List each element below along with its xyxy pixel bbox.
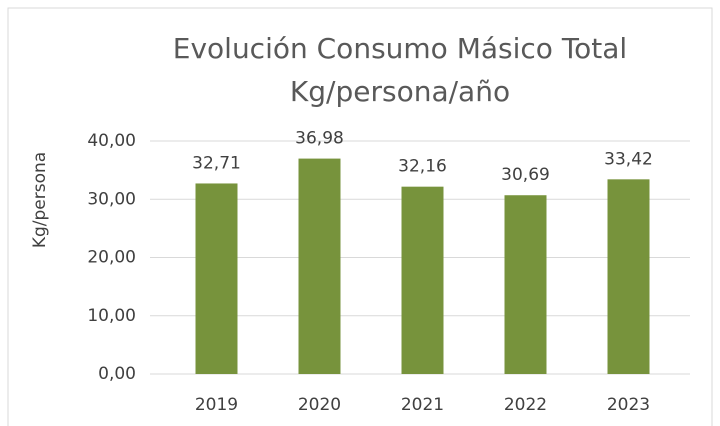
data-label: 32,16	[398, 157, 447, 177]
x-tick-label: 2020	[298, 395, 341, 415]
y-tick-label: 0,00	[98, 364, 136, 384]
data-label: 32,71	[192, 153, 241, 173]
x-tick-label: 2022	[504, 395, 547, 415]
bar	[195, 183, 238, 374]
bar	[504, 195, 547, 374]
y-tick-label: 10,00	[87, 306, 136, 326]
y-tick-label: 20,00	[87, 248, 136, 268]
data-label: 33,42	[604, 149, 653, 169]
bar	[401, 186, 444, 374]
y-tick-label: 40,00	[87, 131, 136, 151]
data-label: 30,69	[501, 165, 550, 185]
y-axis-label: Kg/persona	[30, 152, 50, 248]
chart-border	[7, 7, 713, 426]
y-tick-label: 30,00	[87, 189, 136, 209]
data-label: 36,98	[295, 129, 344, 149]
bar	[298, 158, 341, 374]
x-tick-label: 2021	[401, 395, 444, 415]
bar	[607, 179, 650, 374]
x-tick-label: 2019	[195, 395, 238, 415]
x-tick-label: 2023	[607, 395, 650, 415]
chart-title: Evolución Consumo Másico Total	[173, 32, 627, 65]
chart-title: Kg/persona/año	[290, 75, 510, 108]
